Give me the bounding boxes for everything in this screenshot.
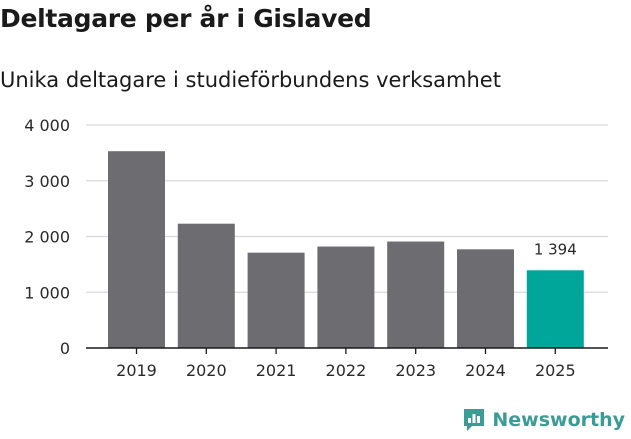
bar-2023: [387, 241, 445, 348]
brand-logo[interactable]: Newsworthy: [462, 407, 625, 433]
y-tick-label: 0: [60, 339, 70, 358]
bar-2022: [317, 246, 375, 348]
x-tick-label: 2023: [395, 361, 436, 380]
data-labels: 1 394: [534, 240, 577, 258]
bars: [108, 151, 584, 348]
bar-2024: [457, 249, 514, 348]
brand-name: Newsworthy: [492, 409, 625, 431]
bar-2021: [247, 252, 305, 348]
y-tick-label: 3 000: [24, 172, 70, 191]
newsworthy-logo-icon: [464, 409, 485, 431]
x-tick-label: 2022: [326, 361, 367, 380]
chart-title: Deltagare per år i Gislaved: [0, 4, 372, 33]
x-axis-ticks: 2019 2020 2021 2022 2023 2024 2025: [116, 348, 576, 380]
x-tick-label: 2020: [186, 361, 227, 380]
y-tick-label: 2 000: [24, 228, 70, 247]
y-tick-label: 4 000: [24, 116, 70, 135]
y-tick-label: 1 000: [24, 283, 70, 302]
data-label: 1 394: [534, 240, 577, 258]
bar-2020: [177, 223, 235, 348]
y-axis-ticks: 0 1 000 2 000 3 000 4 000: [24, 116, 70, 358]
chart-subtitle: Unika deltagare i studieförbundens verks…: [0, 68, 501, 92]
x-tick-label: 2025: [535, 361, 576, 380]
bar-2025: [526, 270, 584, 348]
x-tick-label: 2024: [465, 361, 506, 380]
bar-2019: [108, 151, 165, 348]
x-tick-label: 2019: [116, 361, 157, 380]
x-tick-label: 2021: [256, 361, 297, 380]
